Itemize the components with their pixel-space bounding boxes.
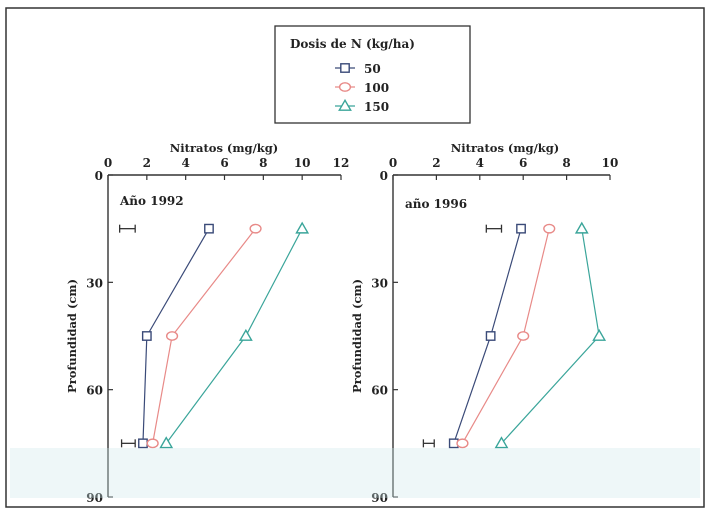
legend-label-100: 100 [364, 81, 389, 95]
y-tick-label: 0 [380, 169, 388, 183]
panel-label: Año 1992 [119, 194, 184, 208]
error-bar [485, 224, 503, 233]
data-point-50 [204, 223, 214, 234]
legend-label-50: 50 [364, 62, 381, 76]
data-point-50 [516, 223, 526, 234]
x-tick-label: 12 [333, 156, 350, 170]
y-tick-label: 30 [86, 276, 103, 290]
legend: Dosis de N (kg/ha) 50 100 150 [274, 25, 471, 124]
y-tick-label: 0 [95, 169, 103, 183]
x-tick-label: 0 [389, 156, 397, 170]
x-tick-label: 8 [259, 156, 267, 170]
error-bar [119, 224, 136, 233]
scan-artifact [10, 448, 700, 498]
panel-1992: 0 2 4 6 8 10 12 0 30 60 90 Nitratos (mg/kg) Profundi… [65, 141, 349, 505]
x-tick-label: 4 [476, 156, 484, 170]
x-tick-label: 10 [602, 156, 619, 170]
x-axis-label: Nitratos (mg/kg) [451, 141, 559, 155]
data-point-100 [146, 438, 159, 449]
error-bar [422, 439, 435, 448]
data-point-100 [456, 438, 469, 449]
panel-1996: 0 2 4 6 8 10 0 30 60 90 Nitratos (mg/kg) Profundida… [350, 141, 618, 505]
data-point-150 [295, 221, 310, 234]
data-point-50 [141, 331, 152, 341]
legend-marker-150 [338, 98, 352, 111]
data-point-150 [592, 328, 607, 341]
legend-label-150: 150 [364, 100, 389, 114]
data-point-100 [517, 331, 530, 341]
x-tick-label: 10 [294, 156, 311, 170]
y-tick-label: 60 [371, 384, 388, 398]
legend-marker-50 [340, 63, 350, 73]
series-line-150 [165, 228, 303, 444]
x-tick-label: 2 [143, 156, 151, 170]
x-tick-label: 6 [220, 156, 228, 170]
data-point-150 [159, 436, 174, 449]
data-point-150 [574, 221, 589, 234]
data-point-150 [238, 328, 253, 341]
panel-label: año 1996 [405, 197, 467, 211]
legend-title: Dosis de N (kg/ha) [290, 37, 415, 51]
y-tick-label: 90 [371, 491, 388, 505]
data-point-150 [494, 436, 509, 449]
data-point-100 [165, 331, 179, 341]
data-point-50 [138, 438, 148, 449]
figure-frame [5, 7, 705, 508]
y-axis-label: Profundidad (cm) [350, 279, 364, 393]
y-tick-label: 60 [86, 384, 103, 398]
x-tick-label: 0 [104, 156, 112, 170]
y-tick-label: 90 [86, 491, 103, 505]
series-line-100 [461, 228, 550, 444]
series-line-150 [501, 228, 600, 444]
legend-items: 50 100 150 [335, 62, 389, 114]
data-point-100 [543, 223, 556, 234]
x-tick-label: 8 [562, 156, 570, 170]
x-tick-label: 2 [432, 156, 440, 170]
x-tick-label: 6 [519, 156, 527, 170]
x-tick-label: 4 [181, 156, 189, 170]
legend-box [274, 25, 471, 124]
y-axis-label: Profundidad (cm) [65, 279, 79, 393]
data-point-100 [249, 223, 262, 234]
legend-marker-100 [338, 82, 352, 92]
data-point-50 [485, 331, 496, 341]
y-tick-label: 30 [371, 276, 388, 290]
x-axis-label: Nitratos (mg/kg) [170, 141, 278, 155]
error-bar [120, 439, 136, 448]
